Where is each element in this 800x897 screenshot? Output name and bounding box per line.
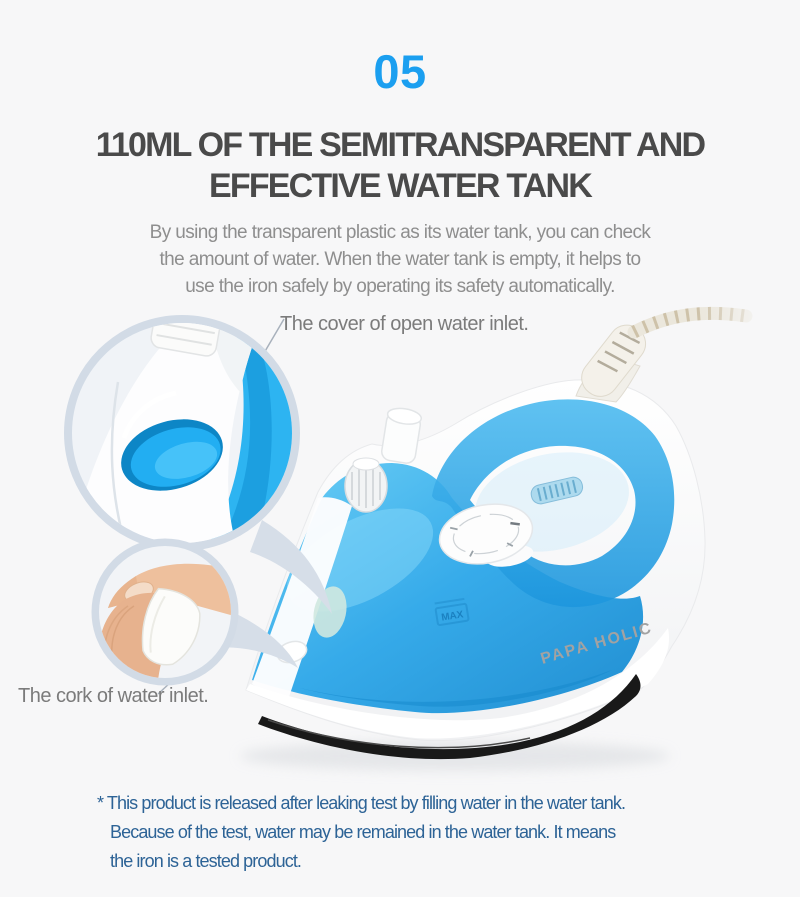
soleplate-highlight <box>267 719 531 749</box>
base-band <box>246 628 670 739</box>
footnote-line-2: Because of the test, water may be remain… <box>110 822 616 842</box>
headline-line-1: 110ML OF THE SEMITRANSPARENT AND <box>95 126 706 164</box>
footnote-line-1: * This product is released after leaking… <box>97 793 626 813</box>
cork-closeup <box>91 538 239 686</box>
headline-line-2: EFFECTIVE WATER TANK <box>208 167 593 205</box>
closeup-tank-shade <box>222 340 272 543</box>
cover-callout-line <box>263 318 285 354</box>
power-cord <box>575 300 783 403</box>
water-tank <box>252 463 644 714</box>
water-inlet-cork <box>141 587 201 666</box>
inlet-rim-highlight <box>121 390 177 439</box>
soleplate <box>258 674 641 760</box>
footnote-line-3: the iron is a tested product. <box>110 851 302 871</box>
spray-nozzle <box>381 407 423 464</box>
max-marking-text: MAX <box>441 609 465 623</box>
steam-slider <box>530 476 584 505</box>
description-line-2: the amount of water. When the water tank… <box>159 249 642 270</box>
footnote: * This product is released after leaking… <box>97 789 626 876</box>
water-inlet-hole <box>121 419 223 491</box>
spray-knob <box>344 457 388 513</box>
max-marking: MAX <box>434 597 470 626</box>
description-line-3: use the iron safely by operating its saf… <box>185 276 615 297</box>
temperature-dial <box>438 503 534 567</box>
description-line-1: By using the transparent plastic as its … <box>149 222 651 243</box>
callout-tail-top <box>250 520 332 614</box>
section-number: 05 <box>373 45 427 98</box>
water-inlet-closeup <box>64 315 300 551</box>
steam-iron-image: MAX PAPA HOLIC <box>245 379 706 760</box>
cork-callout-label: The cork of water inlet. <box>18 685 209 707</box>
water-inlet-cover-cap <box>150 323 224 357</box>
tank-shade <box>300 670 612 707</box>
headline: 110ML OF THE SEMITRANSPARENT AND EFFECTI… <box>0 125 800 207</box>
cover-callout-label: The cover of open water inlet. <box>280 313 529 335</box>
cord-fade <box>698 300 783 354</box>
description: By using the transparent plastic as its … <box>0 219 800 300</box>
product-illustration: MAX PAPA HOLIC <box>64 300 783 771</box>
